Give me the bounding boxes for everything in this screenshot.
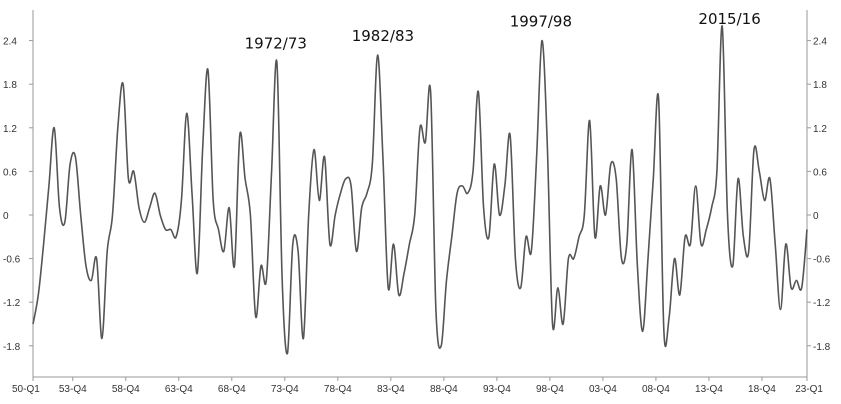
y-tick-label-left: -1.8	[3, 342, 21, 353]
y-tick-label-left: 2.4	[3, 37, 17, 48]
x-tick-label: 68-Q4	[218, 384, 246, 395]
axes	[29, 10, 811, 381]
x-tick-label: 53-Q4	[59, 384, 87, 395]
x-tick-label: 08-Q4	[642, 384, 670, 395]
series-line	[32, 25, 808, 355]
y-tick-label-left: 1.8	[3, 80, 17, 91]
x-tick-label: 58-Q4	[112, 384, 140, 395]
y-tick-label-left: 0.6	[3, 167, 17, 178]
annotation-label: 1972/73	[245, 34, 307, 52]
x-tick-label: 23-Q1	[795, 384, 823, 395]
x-tick-label: 83-Q4	[377, 384, 405, 395]
y-tick-label-right: -0.6	[813, 255, 831, 266]
y-tick-label-right: 2.4	[813, 37, 827, 48]
y-tick-label-right: -1.2	[813, 298, 831, 309]
y-tick-label-right: -1.8	[813, 342, 831, 353]
annotation-label: 1982/83	[352, 27, 414, 45]
y-tick-label-left: -1.2	[3, 298, 21, 309]
x-tick-label: 63-Q4	[165, 384, 193, 395]
y-tick-label-left: 1.2	[3, 124, 17, 135]
y-tick-label-right: 0.6	[813, 167, 827, 178]
y-tick-label-left: -0.6	[3, 255, 21, 266]
annotation-label: 1997/98	[510, 13, 572, 31]
tick-labels: 2.4 2.4 1.8 1.8 1.2 1.2 0.6 0.6 0 0 -0.6 -0.6 -1.2 -1…	[3, 37, 831, 395]
annotation-label: 2015/16	[698, 10, 760, 28]
x-tick-label: 73-Q4	[271, 384, 299, 395]
y-tick-label-right: 1.2	[813, 124, 827, 135]
y-tick-label-right: 0	[813, 211, 819, 222]
annotations: 1972/73 1982/83 1997/98 2015/16	[245, 10, 761, 52]
x-tick-label: 50-Q1	[12, 384, 40, 395]
x-tick-label: 78-Q4	[324, 384, 352, 395]
x-tick-label: 03-Q4	[589, 384, 617, 395]
y-tick-label-left: 0	[3, 211, 9, 222]
x-tick-label: 13-Q4	[695, 384, 723, 395]
y-tick-label-right: 1.8	[813, 80, 827, 91]
x-tick-label: 88-Q4	[430, 384, 458, 395]
x-tick-label: 98-Q4	[536, 384, 564, 395]
x-tick-label: 93-Q4	[483, 384, 511, 395]
series-layer	[32, 25, 808, 355]
x-tick-label: 18-Q4	[748, 384, 776, 395]
